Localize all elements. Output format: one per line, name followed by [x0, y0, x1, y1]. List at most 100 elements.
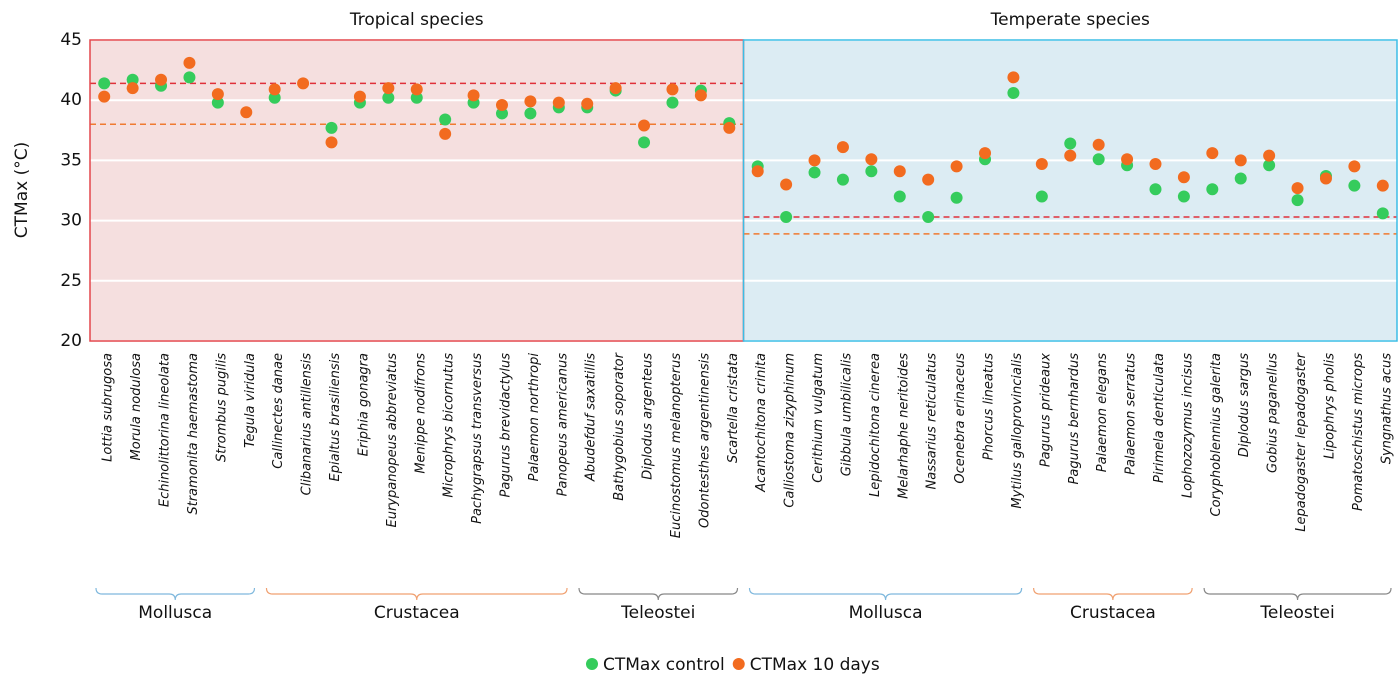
dot [865, 165, 878, 178]
category-label: Stramonita haemastoma [186, 353, 201, 515]
panel-title: Temperate species [990, 10, 1150, 30]
dot [439, 127, 452, 140]
y-tick-label: 20 [60, 331, 82, 351]
dot [211, 96, 224, 109]
dot [1376, 179, 1389, 192]
dot [1291, 182, 1304, 195]
dot [1348, 160, 1361, 173]
dot [1263, 159, 1276, 172]
category-label: Pomatoschistus microps [1351, 353, 1366, 511]
category-label: Calliostoma zizyphinum [783, 353, 798, 508]
dot [950, 160, 963, 173]
dot [922, 173, 935, 186]
group-bracket [1033, 587, 1193, 601]
dot [638, 119, 651, 132]
category-label: Echinolittorina lineolata [158, 353, 173, 507]
dot [1234, 172, 1247, 185]
category-label: Odontesthes argentinensis [697, 353, 712, 528]
panel-background [743, 40, 1397, 341]
category-label: Acantochitona crinita [754, 353, 769, 493]
panel-border [742, 39, 1398, 342]
dot [467, 89, 480, 102]
dot [1064, 149, 1077, 162]
category-label: Melarhaphe neritoides [896, 353, 911, 499]
dot [552, 96, 565, 109]
dot [893, 190, 906, 203]
dot [183, 56, 196, 69]
dot [1319, 172, 1332, 185]
category-label: Lepadogaster lepadogaster [1294, 351, 1309, 531]
dot [1035, 158, 1048, 171]
dot [1376, 207, 1389, 220]
category-label: Pagurus brevidactylus [498, 353, 513, 498]
category-label: Menippe nodifrons [413, 353, 428, 474]
category-label: Panopeus americanus [555, 353, 570, 497]
category-label: Palaemon serratus [1124, 353, 1139, 475]
category-label: Cerithium vulgatum [811, 353, 826, 483]
dot [1348, 179, 1361, 192]
category-label: Abudefduf saxatillis [584, 353, 599, 482]
group-bracket [748, 587, 1023, 601]
dot [1092, 138, 1105, 151]
group-bracket [265, 587, 568, 601]
category-label: Eucinostomus melanopterus [669, 353, 684, 538]
dot [751, 165, 764, 178]
category-label: Palaemon elegans [1095, 353, 1110, 472]
category-label: Gibbula umbilicalis [839, 353, 854, 476]
dot [1121, 153, 1134, 166]
dot [893, 165, 906, 178]
category-label: Phorcus lineatus [982, 353, 997, 460]
dot [836, 141, 849, 154]
category-label: Lophozozymus incisus [1180, 353, 1195, 498]
y-tick-label: 40 [60, 90, 82, 110]
dot [1035, 190, 1048, 203]
category-label: Scartella cristata [726, 353, 741, 463]
dot [297, 77, 310, 90]
dot [808, 166, 821, 179]
dot [495, 99, 508, 112]
dot [98, 77, 111, 90]
dot [1206, 183, 1219, 196]
category-label: Gobius paganellus [1266, 353, 1281, 473]
dot [836, 173, 849, 186]
category-label: Diplodus argenteus [641, 353, 656, 480]
dot [780, 210, 793, 223]
category-label: Epialtus brasiliensis [328, 353, 343, 482]
category-label: Pagurus bernhardus [1067, 353, 1082, 485]
dot [581, 97, 594, 110]
group-label: Mollusca [849, 603, 923, 623]
legend-marker [586, 658, 598, 670]
dot [495, 107, 508, 120]
category-label: Palaemon northropi [527, 353, 542, 482]
dot [1149, 183, 1162, 196]
dot [865, 153, 878, 166]
y-tick-label: 25 [60, 271, 82, 291]
dot [126, 82, 139, 95]
group-label: Crustacea [1070, 603, 1156, 623]
category-label: Bathygobius soporator [612, 351, 627, 500]
dot [1234, 154, 1247, 167]
dot [950, 191, 963, 204]
dot [439, 113, 452, 126]
legend-marker [732, 658, 745, 670]
group-label: Mollusca [138, 603, 212, 623]
dot [155, 73, 168, 86]
group-label: Crustacea [374, 603, 460, 623]
dot [524, 95, 537, 108]
dot [524, 107, 537, 120]
dot [1263, 149, 1276, 162]
dot [694, 89, 707, 102]
dot [1092, 153, 1105, 166]
category-label: Syngnathus acus [1379, 353, 1394, 464]
dot [240, 106, 253, 119]
dot [98, 90, 111, 103]
y-tick-label: 45 [60, 30, 82, 50]
category-label: Eurypanopeus abbreviatus [385, 353, 400, 528]
category-label: Pachygrapsus transversus [470, 353, 485, 524]
y-axis-label: CTMax (°C) [12, 142, 32, 238]
dot [666, 83, 679, 96]
dot [1206, 147, 1219, 160]
y-tick-label: 30 [60, 211, 82, 231]
y-tick-label: 35 [60, 150, 82, 170]
